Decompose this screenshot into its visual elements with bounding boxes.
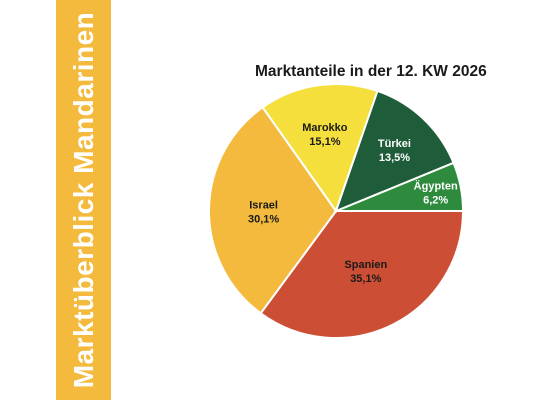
pie-slice-marokko xyxy=(261,83,379,214)
pie-slice-türkei xyxy=(334,89,455,213)
pie-slice-spanien xyxy=(259,210,465,339)
slice-label-spanien: Spanien 35,1% xyxy=(344,259,387,285)
pie-slice-israel xyxy=(208,105,338,315)
slice-label-türkei: Türkei 13,5% xyxy=(378,138,411,164)
slice-label-israel: Israel 30,1% xyxy=(248,199,279,225)
side-banner: Marktüberblick Mandarinen xyxy=(56,0,111,400)
slice-label-ägypten: Ägypten 6,2% xyxy=(414,179,458,206)
chart-title: Marktanteile in der 12. KW 2026 xyxy=(255,63,487,80)
slice-label-marokko: Marokko 15,1% xyxy=(302,122,348,148)
